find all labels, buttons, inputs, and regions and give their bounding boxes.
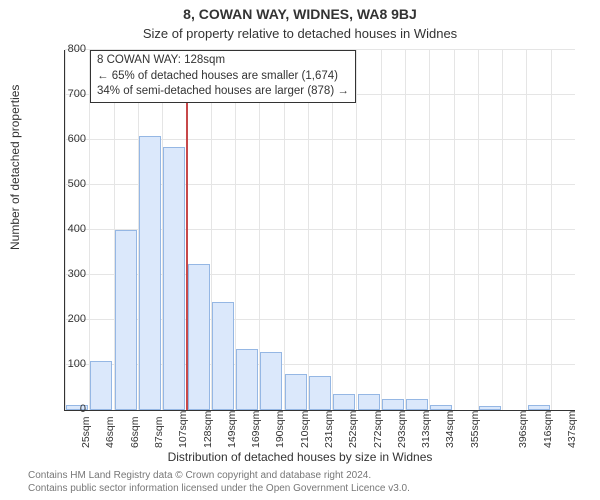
x-axis-label: Distribution of detached houses by size … xyxy=(0,450,600,464)
histogram-bar xyxy=(285,374,307,410)
x-tick-label: 190sqm xyxy=(274,411,286,448)
histogram-bar xyxy=(406,399,428,410)
annotation-line-1: ← 65% of detached houses are smaller (1,… xyxy=(97,69,349,85)
annotation-line-2: 34% of semi-detached houses are larger (… xyxy=(97,84,349,100)
x-tick-label: 231sqm xyxy=(323,411,335,448)
y-tick-label: 600 xyxy=(56,133,86,145)
annotation-line-0: 8 COWAN WAY: 128sqm xyxy=(97,53,349,69)
histogram-bar xyxy=(479,406,501,411)
x-tick-label: 272sqm xyxy=(372,411,384,448)
y-tick-label: 200 xyxy=(56,313,86,325)
grid-vertical xyxy=(454,50,455,410)
x-tick-label: 46sqm xyxy=(104,416,116,448)
plot-area xyxy=(64,50,575,411)
x-tick-label: 66sqm xyxy=(129,416,141,448)
grid-vertical xyxy=(89,50,90,410)
grid-vertical xyxy=(502,50,503,410)
chart-subtitle: Size of property relative to detached ho… xyxy=(0,26,600,41)
chart-title: 8, COWAN WAY, WIDNES, WA8 9BJ xyxy=(0,6,600,22)
y-axis-label: Number of detached properties xyxy=(8,85,22,250)
y-tick-label: 700 xyxy=(56,88,86,100)
histogram-bar xyxy=(309,376,331,410)
copyright-line-1: Contains public sector information licen… xyxy=(28,483,410,494)
y-tick-label: 100 xyxy=(56,358,86,370)
histogram-bar xyxy=(430,405,452,410)
grid-vertical xyxy=(429,50,430,410)
grid-vertical xyxy=(526,50,527,410)
histogram-bar xyxy=(333,394,355,410)
grid-vertical xyxy=(356,50,357,410)
histogram-bar xyxy=(212,302,234,410)
x-tick-label: 252sqm xyxy=(347,411,359,448)
histogram-bar xyxy=(358,394,380,410)
grid-vertical xyxy=(478,50,479,410)
annotation-box: 8 COWAN WAY: 128sqm ← 65% of detached ho… xyxy=(90,50,356,103)
x-tick-label: 107sqm xyxy=(177,411,189,448)
x-tick-label: 437sqm xyxy=(566,411,578,448)
histogram-bar xyxy=(188,264,210,410)
copyright-line-0: Contains HM Land Registry data © Crown c… xyxy=(28,470,371,481)
grid-vertical xyxy=(332,50,333,410)
x-tick-label: 149sqm xyxy=(226,411,238,448)
histogram-bar xyxy=(528,405,550,410)
y-tick-label: 300 xyxy=(56,268,86,280)
x-tick-label: 416sqm xyxy=(542,411,554,448)
x-tick-label: 334sqm xyxy=(444,411,456,448)
histogram-bar xyxy=(115,230,137,410)
y-tick-label: 400 xyxy=(56,223,86,235)
y-tick-label: 0 xyxy=(56,403,86,415)
x-tick-label: 293sqm xyxy=(396,411,408,448)
x-tick-label: 313sqm xyxy=(420,411,432,448)
histogram-bar xyxy=(139,136,161,411)
copyright-text: Contains HM Land Registry data © Crown c… xyxy=(28,470,410,495)
x-tick-label: 25sqm xyxy=(80,416,92,448)
histogram-bar xyxy=(163,147,185,410)
property-marker-line xyxy=(186,50,188,410)
grid-vertical xyxy=(405,50,406,410)
x-tick-label: 87sqm xyxy=(153,416,165,448)
y-tick-label: 500 xyxy=(56,178,86,190)
x-tick-label: 210sqm xyxy=(299,411,311,448)
histogram-bar xyxy=(260,352,282,411)
y-tick-label: 800 xyxy=(56,43,86,55)
x-tick-label: 355sqm xyxy=(469,411,481,448)
x-tick-label: 128sqm xyxy=(202,411,214,448)
grid-vertical xyxy=(284,50,285,410)
grid-vertical xyxy=(381,50,382,410)
grid-vertical xyxy=(551,50,552,410)
histogram-bar xyxy=(236,349,258,410)
x-tick-label: 169sqm xyxy=(250,411,262,448)
histogram-bar xyxy=(382,399,404,410)
x-tick-label: 396sqm xyxy=(517,411,529,448)
histogram-bar xyxy=(90,361,112,411)
grid-vertical xyxy=(308,50,309,410)
